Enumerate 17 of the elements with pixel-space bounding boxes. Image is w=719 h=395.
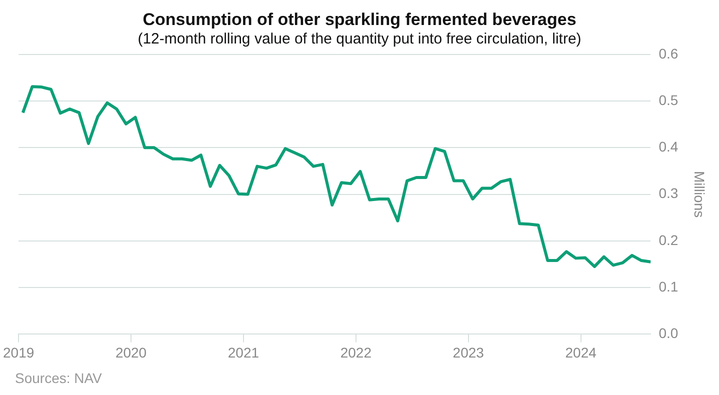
y-tick-label: 0.6 [658, 45, 678, 62]
x-tick-label: 2021 [228, 344, 260, 360]
y-tick-label: 0.1 [658, 278, 678, 294]
chart-title: Consumption of other sparkling fermented beverages [142, 10, 576, 29]
x-tick-label: 2019 [2, 344, 34, 360]
x-tick-label: 2022 [340, 344, 372, 360]
y-tick-label: 0.3 [658, 185, 678, 202]
x-tick-label: 2024 [565, 344, 597, 360]
y-axis-title: Millions [692, 170, 708, 218]
source-note: Sources: NAV [15, 370, 102, 386]
x-tick-label: 2023 [452, 344, 484, 360]
chart-subtitle: (12-month rolling value of the quantity put into free circulation, litre) [138, 30, 582, 48]
y-tick-label: 0.4 [658, 138, 678, 155]
y-tick-label: 0.0 [658, 325, 678, 342]
x-tick-label: 2020 [115, 344, 147, 360]
y-tick-label: 0.2 [658, 232, 678, 248]
y-tick-label: 0.5 [658, 92, 678, 108]
